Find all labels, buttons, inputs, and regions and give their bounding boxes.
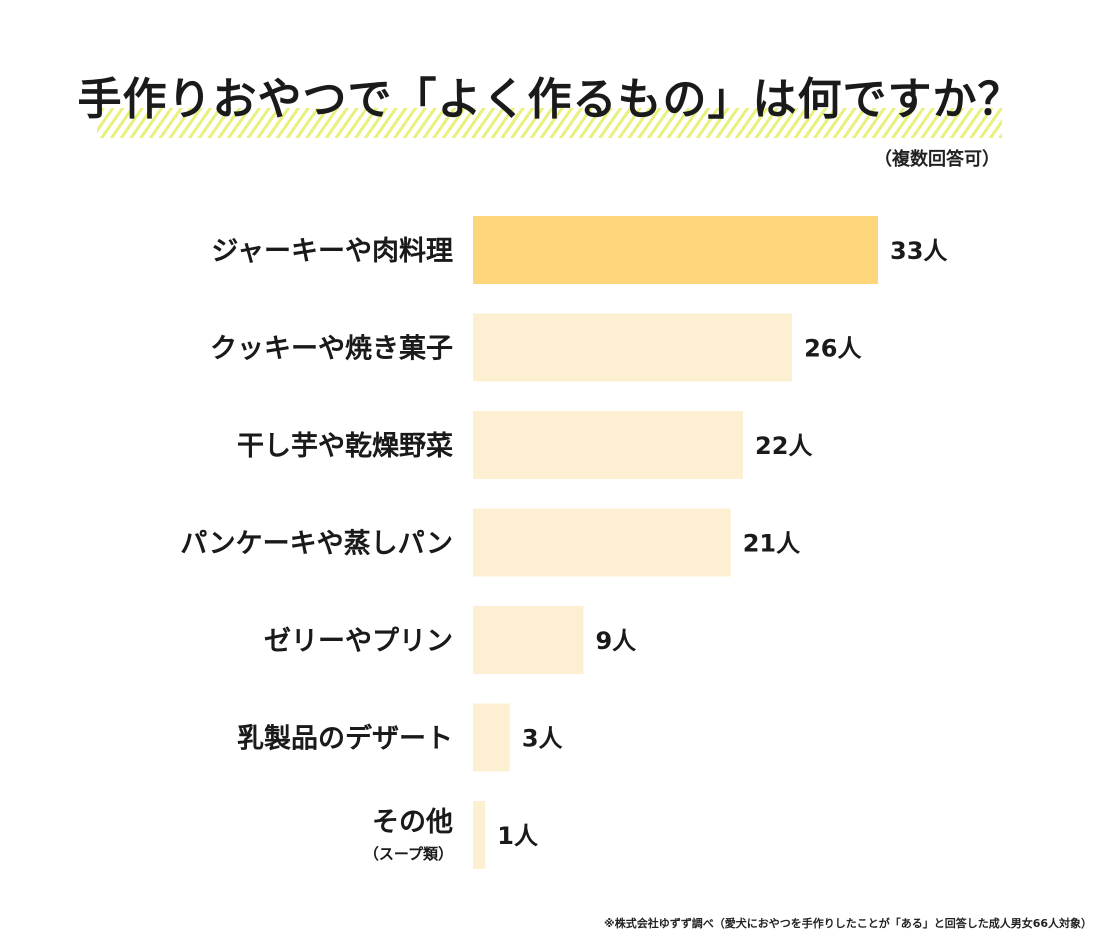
bar-0 bbox=[473, 216, 878, 284]
category-label-2: 干し芋や乾燥野菜 bbox=[237, 431, 453, 462]
source-footnote: ※株式会社ゆずず調べ（愛犬におやつを手作りしたことが「ある」と回答した成人男女6… bbox=[604, 917, 1092, 930]
bar-2 bbox=[473, 411, 743, 479]
value-label-2: 22人 bbox=[755, 432, 812, 460]
value-label-3: 21人 bbox=[743, 530, 800, 558]
bar-3 bbox=[473, 508, 731, 577]
bar-6 bbox=[473, 801, 486, 869]
value-label-0: 33人 bbox=[890, 237, 947, 265]
bar-4 bbox=[473, 606, 584, 674]
category-label-6: その他 bbox=[372, 807, 453, 838]
title-area: 手作りおやつで「よく作るもの」は何ですか？ bbox=[0, 62, 1100, 142]
title-highlight-stripe bbox=[97, 108, 1002, 138]
bar-1 bbox=[473, 313, 793, 382]
category-label-3: パンケーキや蒸しパン bbox=[180, 529, 453, 560]
value-label-5: 3人 bbox=[522, 725, 563, 753]
bar-5 bbox=[473, 703, 510, 772]
chart-subtitle: （複数回答可） bbox=[874, 149, 1000, 170]
value-label-4: 9人 bbox=[595, 627, 636, 655]
category-label-0: ジャーキーや肉料理 bbox=[211, 236, 453, 267]
chart-title: 手作りおやつで「よく作るもの」は何ですか？ bbox=[77, 74, 1023, 125]
value-label-6: 1人 bbox=[497, 822, 538, 850]
category-label-4: ゼリーやプリン bbox=[264, 626, 453, 657]
category-sublabel-6: （スープ類） bbox=[364, 845, 453, 863]
category-label-1: クッキーや焼き菓子 bbox=[210, 334, 453, 365]
value-label-1: 26人 bbox=[804, 335, 861, 363]
category-label-5: 乳製品のデザート bbox=[237, 723, 453, 755]
